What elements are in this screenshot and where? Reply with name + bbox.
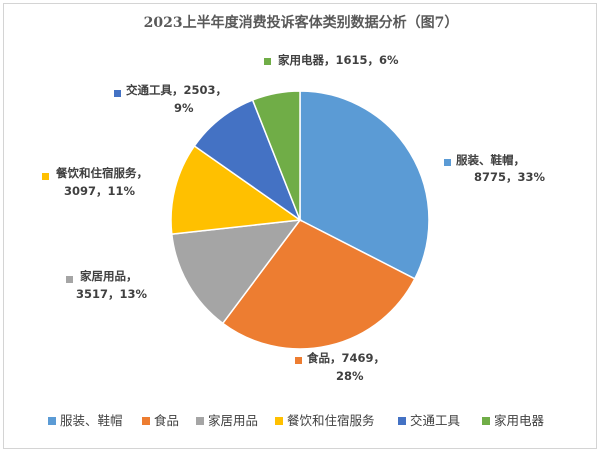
legend-label: 食品 (154, 413, 179, 428)
data-label-value: 8775，33% (474, 170, 546, 184)
legend-label: 家居用品 (208, 413, 258, 428)
pie-slice (251, 90, 301, 221)
pie-slices (170, 90, 430, 350)
legend-swatch (196, 417, 204, 425)
data-label-value: 28% (336, 369, 364, 383)
data-label-value: 3517，13% (76, 287, 148, 301)
legend-label: 餐饮和住宿服务 (287, 413, 375, 428)
data-label: 服装、鞋帽， (456, 153, 525, 167)
data-labels: 服装、鞋帽， 8775，33% 食品，7469， 28% 家居用品， 3517，13% 餐饮… (42, 53, 546, 383)
data-label-value: 9% (174, 101, 194, 115)
data-label: 交通工具，2503， (126, 83, 227, 97)
pie-slice (170, 144, 303, 235)
data-label: 餐饮和住宿服务， (55, 166, 148, 180)
data-label-marker (264, 58, 271, 65)
legend-swatch (275, 417, 283, 425)
data-label-marker (42, 173, 49, 180)
legend-label: 家用电器 (494, 413, 545, 428)
legend-swatch (482, 417, 490, 425)
legend-swatch (142, 417, 150, 425)
data-label: 家用电器，1615，6% (278, 53, 399, 67)
data-label: 家居用品， (80, 269, 138, 283)
pie-slice (221, 219, 416, 350)
legend-label: 交通工具 (410, 413, 461, 428)
legend: 服装、鞋帽 食品 家居用品 餐饮和住宿服务 交通工具 家用电器 (48, 413, 545, 428)
legend-swatch (398, 417, 406, 425)
pie-slice (299, 90, 430, 280)
data-label-marker (444, 159, 451, 166)
data-label-marker (114, 90, 121, 97)
pie-slice (170, 219, 302, 325)
data-label-marker (295, 357, 302, 364)
data-label: 食品，7469， (307, 351, 385, 365)
data-label-value: 3097，11% (64, 184, 136, 198)
chart-title: 2023上半年度消费投诉客体类别数据分析（图7） (144, 14, 459, 31)
legend-swatch (48, 417, 56, 425)
data-label-marker (66, 276, 73, 283)
legend-label: 服装、鞋帽 (60, 413, 123, 428)
